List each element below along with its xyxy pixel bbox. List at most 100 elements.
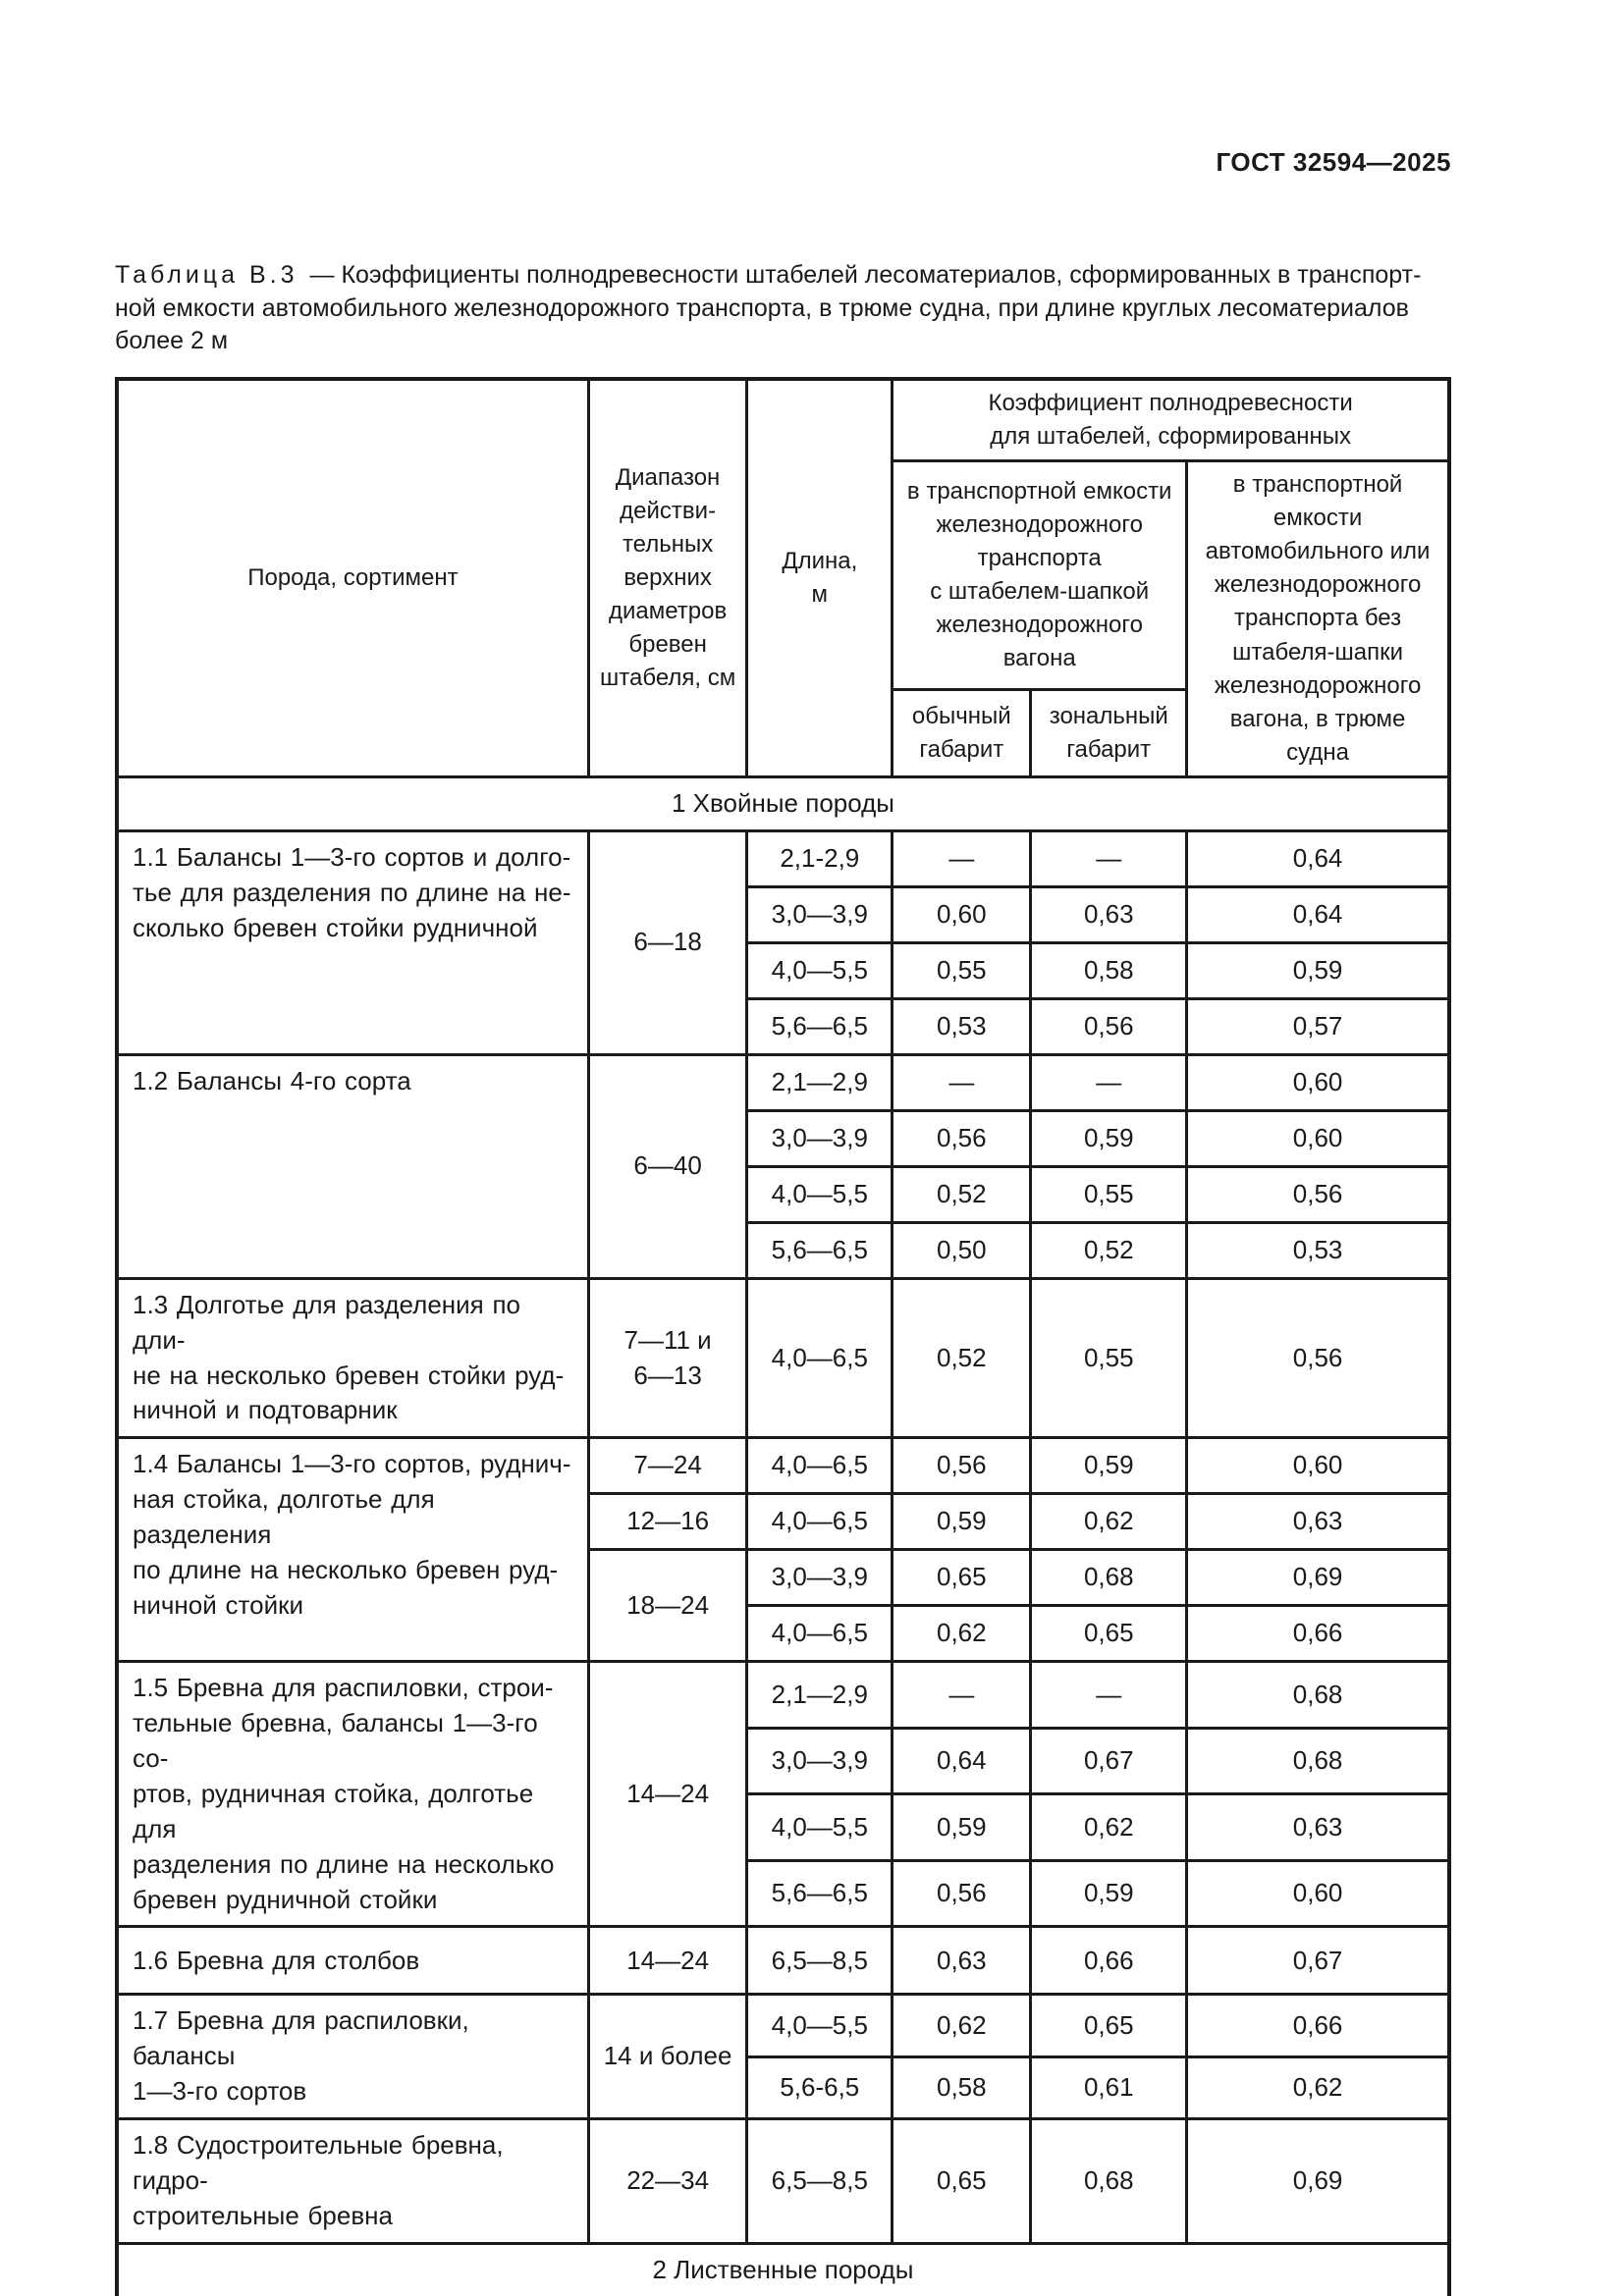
species-cell: 1.4 Балансы 1—3-го сортов, руднич- ная с… [115,1436,590,1664]
value-cell: — [891,1052,1033,1112]
table-body: 1 Хвойные породы 1.1 Балансы 1—3-го сорто… [115,774,1451,2296]
table-row: 3,0—3,9 0,64 0,67 0,68 [117,1726,1451,1796]
value-cell: 0,62 [891,1604,1033,1664]
value-cell: 0,64 [891,1726,1033,1796]
length-cell: 6,5—8,5 [745,1925,894,1997]
value-cell: 0,56 [1185,1164,1451,1224]
header-length: Длина, м [745,377,894,778]
species-cell: 1.2 Балансы 4-го сорта [115,1052,590,1280]
value-cell: 0,57 [1185,996,1451,1056]
table-row: 18—24 3,0—3,9 0,65 0,68 0,69 [117,1548,1451,1664]
value-cell: 0,60 [1185,1052,1451,1112]
value-cell: 0,66 [1029,1925,1189,1997]
value-cell: 0,68 [1185,1660,1451,1730]
value-cell: 0,56 [891,1436,1033,1496]
diameter-cell: 14—24 [586,1925,749,1997]
length-cell: 2,1—2,9 [745,1660,894,1730]
length-cell: 6,5—8,5 [745,2117,894,2245]
value-cell: 0,68 [1185,1726,1451,1796]
value-cell: 0,59 [891,1792,1033,1862]
diameter-cell: 12—16 [586,1492,749,1552]
value-cell: — [1029,1660,1189,1730]
length-cell: 4,0—6,5 [745,1436,894,1496]
value-cell: — [1029,828,1189,888]
value-cell: 0,63 [1185,1492,1451,1552]
table-row: 1 Хвойные породы [115,774,1451,832]
value-cell: 0,59 [1029,1858,1189,1929]
value-cell: — [1029,1052,1189,1112]
value-cell: 0,65 [1029,1993,1189,2058]
value-cell: 0,55 [891,940,1033,1000]
diameter-cell: 7—11 и 6—13 [586,1276,749,1440]
value-cell: 0,58 [891,2055,1033,2121]
table-row: 4,0—5,5 0,55 0,58 0,59 [117,940,1451,1000]
table-row: 4,0—5,5 0,52 0,55 0,56 [117,1164,1451,1224]
length-cell: 4,0—6,5 [745,1492,894,1552]
length-cell: 4,0—5,5 [745,1792,894,1862]
species-cell: 1.7 Бревна для распиловки, балансы 1—3-г… [115,1993,590,2121]
length-cell: 5,6—6,5 [745,1220,894,1280]
value-cell: — [891,828,1033,888]
table-row: 5,6—6,5 0,53 0,56 0,57 [117,996,1451,1056]
table-row: 1.5 Бревна для распиловки, строи- тельны… [115,1660,1451,1929]
value-cell: 0,53 [891,996,1033,1056]
length-cell: 5,6—6,5 [745,1858,894,1929]
value-cell: 0,62 [1029,1492,1189,1552]
page-content: ГОСТ 32594—2025 Таблица В.3— Коэффициент… [115,0,1451,2296]
table-row: 3,0—3,9 0,56 0,59 0,60 [117,1108,1451,1168]
value-cell: 0,52 [891,1164,1033,1224]
value-cell: 0,65 [891,2117,1033,2245]
length-cell: 5,6—6,5 [745,996,894,1056]
table-row: 1.4 Балансы 1—3-го сортов, руднич- ная с… [115,1436,1451,1664]
header-species: Порода, сортимент [115,377,590,778]
value-cell: 0,59 [1029,1108,1189,1168]
value-cell: 0,62 [1185,2055,1451,2121]
value-cell: 0,65 [1029,1604,1189,1664]
value-cell: 0,65 [891,1548,1033,1608]
header-rail-with-cap: в транспортной емкости железнодорожного … [891,459,1189,692]
diameter-cell: 6—40 [586,1052,749,1280]
table-row: 1.8 Судостроительные бревна, гидро- стро… [115,2117,1451,2245]
value-cell: 0,58 [1029,940,1189,1000]
value-cell: 0,60 [1185,1858,1451,1929]
diameter-cell: 14—24 [586,1660,749,1929]
table-row: 1.2 Балансы 4-го сорта 6—40 2,1—2,9— —0,60 [115,1052,1451,1280]
length-cell: 3,0—3,9 [745,1726,894,1796]
value-cell: 0,53 [1185,1220,1451,1280]
table-row: 3,0—3,9 0,60 0,63 0,64 [117,884,1451,944]
diameter-cell: 18—24 [586,1548,749,1664]
table-row: 5,6—6,5 0,56 0,59 0,60 [117,1858,1451,1929]
value-cell: 0,60 [1185,1436,1451,1496]
species-cell: 1.5 Бревна для распиловки, строи- тельны… [115,1660,590,1929]
diameter-cell: 14 и более [586,1993,749,2121]
diameter-cell: 22—34 [586,2117,749,2245]
value-cell: 0,63 [891,1925,1033,1997]
value-cell: 0,67 [1029,1726,1189,1796]
value-cell: 0,67 [1185,1925,1451,1997]
value-cell: 0,52 [891,1276,1033,1440]
length-cell: 4,0—6,5 [745,1604,894,1664]
value-cell: — [891,1660,1033,1730]
table-row: 1.6 Бревна для столбов 14—24 6,5—8,5 0,63 0,… [115,1925,1451,1997]
value-cell: 0,68 [1029,2117,1189,2245]
length-cell: 2,1—2,9 [745,1052,894,1112]
diameter-cell: 6—18 [586,828,749,1056]
header-zonal-gauge: зональный габарит [1029,688,1189,778]
table-row: 1.7 Бревна для распиловки, балансы 1—3-г… [115,1993,1451,2121]
diameter-cell: 7—24 [586,1436,749,1496]
table-row: 1.1 Балансы 1—3-го сортов и долго- тье д… [115,828,1451,1056]
table-row: 2 Лиственные породы [115,2241,1451,2296]
value-cell: 0,66 [1185,1604,1451,1664]
length-cell: 4,0—5,5 [745,940,894,1000]
header-without-cap: в транспортной емкости автомобильного ил… [1185,459,1451,778]
length-cell: 3,0—3,9 [745,1108,894,1168]
value-cell: 0,52 [1029,1220,1189,1280]
value-cell: 0,63 [1029,884,1189,944]
table-row: 5,6—6,5 0,50 0,52 0,53 [117,1220,1451,1280]
value-cell: 0,59 [891,1492,1033,1552]
table-row: 1.3 Долготье для разделения по дли- не н… [115,1276,1451,1440]
value-cell: 0,56 [891,1858,1033,1929]
value-cell: 0,63 [1185,1792,1451,1862]
table-row: 12—16 4,0—6,5 0,59 0,62 0,63 [117,1492,1451,1552]
